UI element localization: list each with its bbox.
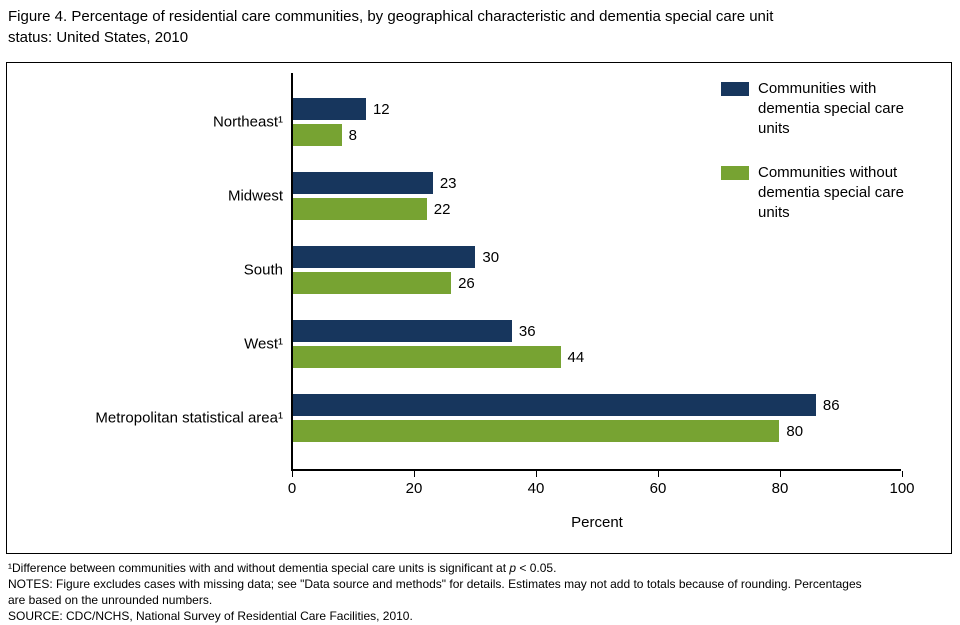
bar-value: 80 (786, 422, 804, 440)
category-label: West¹ (244, 335, 283, 353)
legend-swatch-navy (721, 82, 749, 96)
category-label: Midwest (227, 187, 283, 205)
x-tick-label: 100 (889, 480, 915, 497)
x-tick-label: 80 (771, 480, 789, 497)
figure-title: Figure 4. Percentage of residential care… (8, 8, 774, 46)
x-tick-label: 60 (649, 480, 667, 497)
category-label: Northeast¹ (212, 113, 283, 131)
footnote-significance: ¹Difference between communities with and… (8, 560, 954, 576)
footnotes: ¹Difference between communities with and… (8, 560, 954, 624)
bar-value: 22 (433, 200, 451, 218)
bar-value: 36 (518, 322, 536, 340)
category-label: South (243, 261, 283, 279)
plot-area: Northeast¹ 12 8 Midwest 23 22 (95, 73, 901, 471)
legend-label: Communities without dementia special car… (758, 163, 904, 221)
footnote-text: ¹Difference between communities with and… (8, 561, 510, 575)
bar-group-northeast: Northeast¹ 12 8 (213, 98, 901, 146)
x-tick-mark (902, 471, 903, 477)
x-tick-mark (536, 471, 537, 477)
footnote-notes: NOTES: Figure excludes cases with missin… (8, 577, 862, 608)
bar-group-south: South 30 26 (244, 246, 901, 294)
footnote-source: SOURCE: CDC/NCHS, National Survey of Res… (8, 609, 413, 624)
bar-with-scu (293, 320, 512, 342)
bar-with-scu (293, 172, 433, 194)
footnote-italic-p: p (509, 561, 517, 575)
bar-without-scu (293, 272, 452, 294)
bar-with-scu (293, 246, 476, 268)
x-tick-label: 20 (405, 480, 423, 497)
legend: Communities with dementia special care u… (721, 79, 918, 247)
category-label: Metropolitan statistical area¹ (95, 409, 283, 427)
bar-group-west: West¹ 36 44 (244, 320, 901, 368)
bar-value: 44 (567, 348, 585, 366)
x-tick-mark (414, 471, 415, 477)
footnote-text: < 0.05. (516, 561, 557, 575)
legend-item-without-scu: Communities without dementia special car… (721, 163, 918, 223)
bar-group-midwest: Midwest 23 22 (228, 172, 901, 220)
bar-value: 12 (372, 100, 390, 118)
bar-group-metropolitan: Metropolitan statistical area¹ 86 80 (95, 394, 901, 442)
x-tick-mark (780, 471, 781, 477)
bar-value: 23 (439, 174, 457, 192)
bar-with-scu (293, 98, 366, 120)
bar-without-scu (293, 198, 427, 220)
legend-label: Communities with dementia special care u… (758, 80, 904, 137)
bar-value: 26 (458, 274, 475, 292)
x-tick-label: 40 (527, 480, 545, 497)
bar-without-scu (293, 420, 780, 442)
legend-swatch-green (721, 165, 749, 180)
bar-value: 8 (348, 126, 357, 144)
bar-with-scu (293, 394, 816, 416)
bar-without-scu (293, 124, 342, 146)
legend-item-with-scu: Communities with dementia special care u… (721, 79, 918, 139)
x-tick-mark (658, 471, 659, 477)
bar-groups: Northeast¹ 12 8 Midwest 23 22 (95, 73, 901, 442)
chart-frame: Northeast¹ 12 8 Midwest 23 22 (6, 62, 952, 554)
x-axis-title: Percent (571, 514, 623, 531)
x-tick-label: 0 (287, 480, 297, 497)
bar-without-scu (293, 346, 561, 368)
x-axis: 0 20 40 60 80 100 Percent (288, 471, 915, 543)
x-tick-mark (292, 471, 293, 477)
bar-value: 30 (482, 248, 500, 266)
bar-value: 86 (822, 396, 840, 414)
